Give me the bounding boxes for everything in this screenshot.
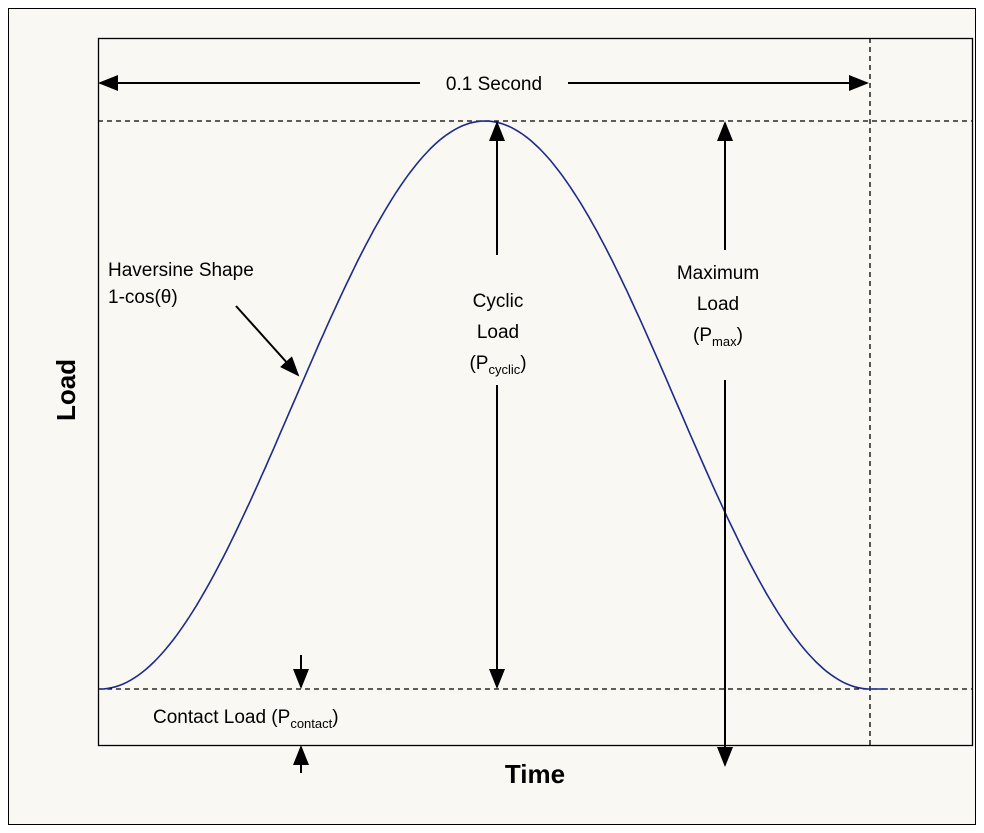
cyclic-label: (Pcyclic) bbox=[469, 353, 526, 377]
text: (P bbox=[693, 325, 712, 346]
arrow bbox=[235, 305, 300, 377]
text: 1-cos(θ) bbox=[108, 287, 178, 308]
text: Load bbox=[477, 322, 519, 343]
text: (P bbox=[469, 353, 488, 374]
cyclic-label: Cyclic bbox=[473, 291, 524, 312]
text: Haversine Shape bbox=[108, 260, 254, 281]
cyclic-label: Load bbox=[477, 322, 519, 343]
text: Contact Load (P bbox=[153, 707, 290, 728]
maximum-label: (Pmax) bbox=[693, 325, 743, 349]
text: ) bbox=[737, 325, 743, 346]
duration-label: 0.1 Second bbox=[446, 74, 542, 95]
haversine-label: 1-cos(θ) bbox=[108, 287, 178, 308]
y-axis-label: Load bbox=[51, 359, 81, 421]
text: ) bbox=[520, 353, 526, 374]
subscript: max bbox=[712, 334, 737, 349]
subscript: cyclic bbox=[488, 362, 520, 377]
text: Cyclic bbox=[473, 291, 524, 312]
haversine-curve bbox=[99, 120, 888, 690]
maximum-label: Load bbox=[697, 294, 739, 315]
text: Maximum bbox=[677, 263, 759, 284]
text: Load bbox=[697, 294, 739, 315]
plot-box bbox=[97, 37, 974, 747]
x-axis-label: Time bbox=[505, 759, 565, 789]
maximum-label: Maximum bbox=[677, 263, 759, 284]
frame bbox=[8, 8, 976, 825]
contact-label: Contact Load (Pcontact) bbox=[153, 707, 339, 731]
subscript: contact bbox=[290, 716, 332, 731]
haversine-label: Haversine Shape bbox=[108, 260, 254, 281]
text: ) bbox=[332, 707, 338, 728]
